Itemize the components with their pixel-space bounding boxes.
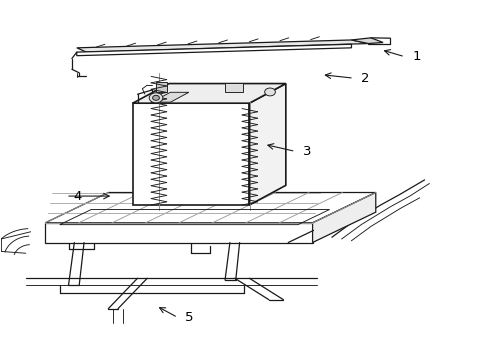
Text: 1: 1: [411, 50, 420, 63]
Polygon shape: [152, 92, 188, 102]
Circle shape: [152, 95, 159, 100]
Text: 5: 5: [185, 311, 193, 324]
Circle shape: [149, 93, 163, 103]
Polygon shape: [351, 38, 382, 44]
Polygon shape: [132, 84, 285, 103]
Polygon shape: [224, 84, 243, 92]
Polygon shape: [155, 82, 166, 92]
Polygon shape: [77, 44, 351, 56]
Polygon shape: [312, 193, 375, 243]
Circle shape: [264, 88, 275, 96]
Polygon shape: [132, 103, 249, 205]
Text: 3: 3: [302, 145, 311, 158]
Text: 4: 4: [73, 190, 81, 203]
Polygon shape: [249, 84, 285, 205]
Polygon shape: [45, 223, 312, 243]
Polygon shape: [77, 40, 368, 52]
Polygon shape: [45, 193, 375, 223]
Text: 2: 2: [361, 72, 369, 85]
